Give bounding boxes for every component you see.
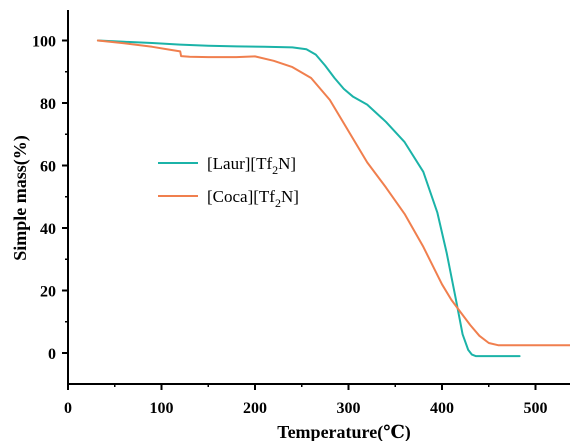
x-tick-label: 100 — [150, 400, 174, 417]
y-axis-title: Simple mass(%) — [10, 135, 31, 261]
legend-label-1: [Coca][Tf2N] — [207, 187, 299, 210]
x-axis-title: Temperature(℃) — [277, 422, 411, 441]
plot-lines — [96, 39, 570, 358]
series-line-1 — [96, 39, 570, 347]
y-tick-label: 0 — [48, 346, 56, 363]
y-tick-label: 60 — [40, 159, 56, 176]
x-tick-label: 400 — [430, 400, 454, 417]
series-line-0 — [96, 39, 521, 358]
y-tick-label: 100 — [32, 34, 56, 51]
legend-label-main: [Laur][Tf — [207, 154, 272, 173]
legend-label-tail: N] — [278, 154, 296, 173]
legend-label-subscript: 2 — [272, 163, 278, 177]
legend-label-tail: N] — [281, 187, 299, 206]
y-ticks: 0 20 40 60 80 100 — [32, 34, 68, 363]
x-tick-label: 0 — [64, 400, 72, 417]
y-tick-label: 80 — [40, 96, 56, 113]
x-tick-label: 300 — [337, 400, 361, 417]
x-tick-label: 200 — [243, 400, 267, 417]
y-tick-label: 40 — [40, 221, 56, 238]
legend: [Laur][Tf2N][Coca][Tf2N] — [158, 154, 299, 210]
x-ticks: 0 100 200 300 400 500 — [64, 384, 548, 417]
legend-label-subscript: 2 — [275, 196, 281, 210]
y-tick-label: 20 — [40, 284, 56, 301]
legend-label-main: [Coca][Tf — [207, 187, 275, 206]
legend-label-0: [Laur][Tf2N] — [207, 154, 296, 177]
x-tick-label: 500 — [524, 400, 548, 417]
